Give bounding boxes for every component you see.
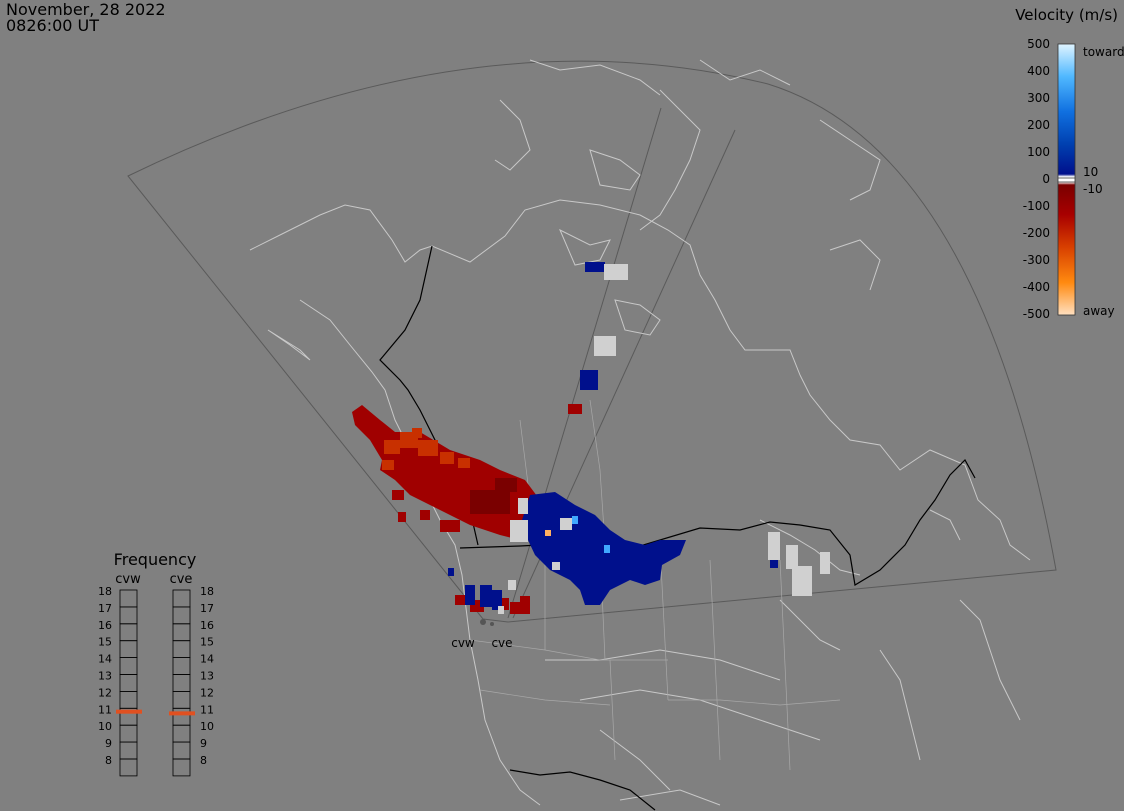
toward-echoes-light [572,516,610,553]
frequency-cell [172,623,191,642]
time-label: 0826:00 UT [6,16,100,35]
frequency-level-label: 14 [200,653,214,666]
frequency-level-label: 9 [200,737,207,750]
frequency-cell [172,758,191,777]
velocity-tick: -200 [1023,226,1050,240]
velocity-tick: -400 [1023,280,1050,294]
frequency-cell [172,640,191,659]
frequency-cell [119,589,138,608]
frequency-level-label: 11 [98,703,112,716]
away-echoes-deep [470,478,517,514]
frequency-level-label: 12 [98,686,112,699]
radar-label-cve: cve [491,636,512,650]
velocity-tick: 500 [1027,37,1050,51]
frequency-cell [172,741,191,760]
frequency-cell [119,657,138,675]
frequency-cell [172,674,191,692]
velocity-tick: -300 [1023,253,1050,267]
frequency-level-label: 13 [200,670,214,683]
frequency-level-label: 11 [200,703,214,716]
velocity-scale-title: Velocity (m/s) [1015,6,1118,24]
frequency-marker-cve [169,711,195,716]
frequency-cell [172,724,191,743]
frequency-level-label: 12 [200,686,214,699]
frequency-cell [172,606,191,625]
velocity-colorbar: Velocity (m/s) 500 400 300 200 100 0 -100 -200 -… [1015,6,1124,321]
velocity-tick: -100 [1023,199,1050,213]
province-borders [469,399,841,771]
frequency-radar-cve: cve [170,572,193,587]
date-label: November, 28 2022 [6,0,166,19]
frequency-level-label: 8 [105,754,112,767]
frequency-level-label: 10 [200,720,214,733]
frequency-cell [119,623,138,642]
frequency-cell [119,674,138,692]
frequency-cell [172,657,191,675]
frequency-level-label: 13 [98,670,112,683]
ground-scatter [498,264,830,614]
velocity-tick-labels: 500 400 300 200 100 0 -100 -200 -300 -400 -500 [1023,37,1050,321]
frequency-level-label: 9 [105,737,112,750]
frequency-level-label: 17 [200,602,214,615]
frequency-level-labels: 18 18 17 17 16 16 15 15 14 14 13 13 12 12 11 11 10 10 9 9 8 8 [98,585,214,767]
radar-label-cvw: cvw [451,636,475,650]
frequency-cell [172,589,191,608]
velocity-tick: 100 [1027,145,1050,159]
away-echoes-strong [382,428,470,470]
velocity-tick: 200 [1027,118,1050,132]
velocity-tick: 400 [1027,64,1050,78]
velocity-data [352,262,830,614]
frequency-marker-cvw [116,709,142,714]
frequency-cell [119,691,138,709]
frequency-cell [172,691,191,709]
frequency-radar-cvw: cvw [115,572,141,587]
frequency-level-label: 18 [200,585,214,598]
velocity-tick: 0 [1042,172,1050,186]
radar-site-cvw [480,619,486,625]
frequency-cell [119,741,138,760]
velocity-tick: -500 [1023,307,1050,321]
threshold-pos-label: 10 [1083,165,1098,179]
frequency-cell [119,606,138,625]
away-label: away [1083,304,1115,318]
frequency-cell [119,724,138,743]
frequency-level-label: 8 [200,754,207,767]
frequency-title: Frequency [114,550,197,569]
frequency-level-label: 16 [200,619,214,632]
frequency-level-label: 16 [98,619,112,632]
frequency-level-label: 15 [98,636,112,649]
frequency-level-label: 14 [98,653,112,666]
frequency-cell [119,758,138,777]
frequency-panel: Frequency cvw cve 18 18 17 17 16 16 15 15 14 14 13… [98,550,214,777]
frequency-level-label: 18 [98,585,112,598]
country-borders [379,245,976,811]
frequency-cells [119,589,191,777]
frequency-cell [119,640,138,659]
orange-echo [545,530,551,536]
velocity-tick: 300 [1027,91,1050,105]
radar-sites: cvw cve [451,619,513,650]
toward-echoes [448,262,778,610]
frequency-level-label: 15 [200,636,214,649]
frequency-level-label: 17 [98,602,112,615]
toward-label: toward [1083,45,1124,59]
threshold-neg-label: -10 [1083,182,1103,196]
frequency-level-label: 10 [98,720,112,733]
frequency-cell [172,707,191,726]
radar-site-cve [490,622,494,626]
